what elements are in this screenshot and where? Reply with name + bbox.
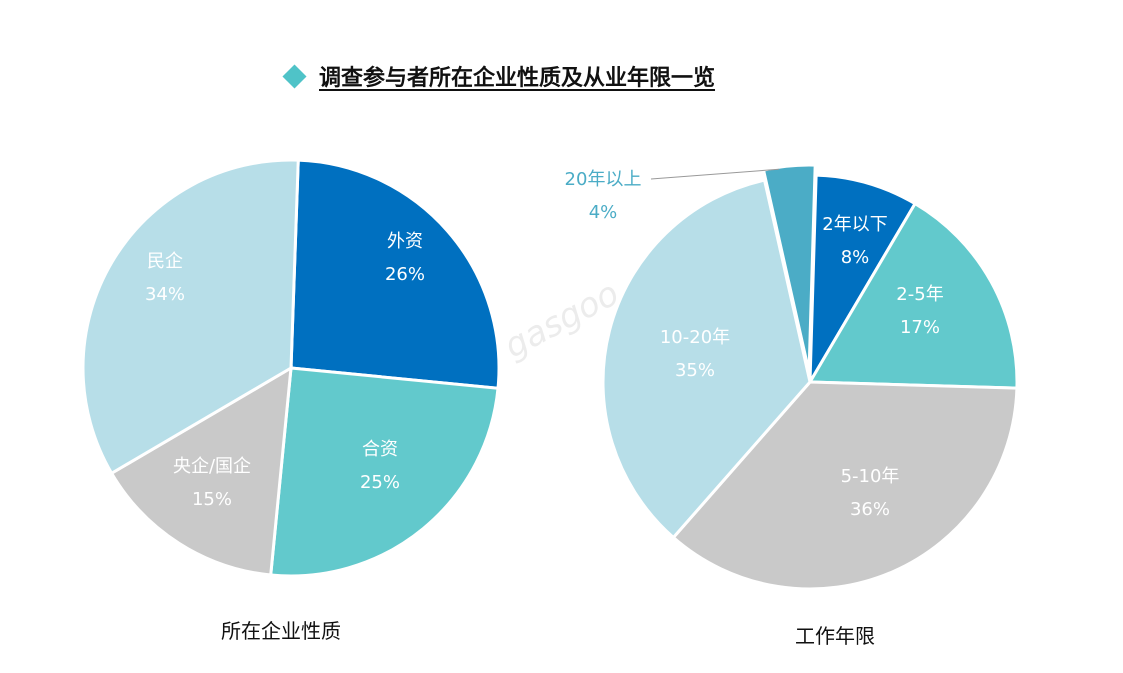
pie2-leader-line-4 (650, 168, 779, 180)
pie1-value-0: 26% (385, 264, 425, 285)
pie2-value-1: 17% (900, 317, 940, 338)
pie2-slice-0 (808, 173, 918, 383)
pie2-value-2: 36% (850, 499, 890, 520)
pie1-label-2: 央企/国企 (173, 456, 251, 477)
pie1-slice-3 (81, 158, 300, 476)
title-text: 调查参与者所在企业性质及从业年限一览 (319, 66, 716, 91)
pie1-label-3: 民企 (147, 251, 183, 272)
pie1-slice-2 (109, 365, 293, 577)
pie2-label-0: 2年以下 (822, 214, 887, 235)
pie1-value-2: 15% (192, 489, 232, 510)
pie2-slice-3 (601, 178, 812, 540)
pie1-slice-0 (289, 158, 501, 390)
pie2-value-4: 4% (589, 202, 618, 223)
pie2-title: 工作年限 (795, 624, 875, 648)
pie1-title: 所在企业性质 (221, 619, 341, 643)
pie1-label-1: 合资 (362, 439, 398, 460)
pie2-label-4: 20年以上 (565, 169, 642, 190)
pie2-value-0: 8% (841, 247, 870, 268)
pie2-slice-2 (671, 380, 1019, 591)
pie1-label-0: 外资 (387, 231, 423, 252)
pie2-slice-1 (807, 201, 1019, 390)
pie1-slice-1 (269, 366, 500, 578)
pie2-label-1: 2-5年 (896, 284, 943, 305)
pie2-label-3: 10-20年 (660, 327, 730, 348)
pie2-label-2: 5-10年 (841, 466, 900, 487)
pie1-value-1: 25% (360, 472, 400, 493)
chart-title: 调查参与者所在企业性质及从业年限一览 (282, 60, 716, 92)
pie1-value-3: 34% (145, 284, 185, 305)
pie2-value-3: 35% (675, 360, 715, 381)
